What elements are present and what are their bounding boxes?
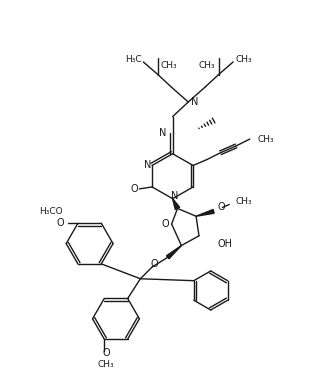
Text: CH₃: CH₃: [235, 197, 252, 206]
Text: OH: OH: [218, 239, 233, 249]
Text: N: N: [159, 128, 167, 138]
Text: H₃C: H₃C: [125, 54, 141, 64]
Text: CH₃: CH₃: [161, 61, 177, 70]
Polygon shape: [172, 199, 180, 209]
Text: N: N: [171, 191, 178, 201]
Text: N: N: [144, 161, 151, 171]
Text: O: O: [150, 259, 158, 269]
Text: CH₃: CH₃: [258, 135, 274, 144]
Text: N: N: [191, 97, 198, 107]
Text: CH₃: CH₃: [235, 54, 252, 64]
Text: O: O: [218, 202, 225, 212]
Text: O: O: [102, 348, 110, 358]
Text: O: O: [131, 184, 138, 194]
Text: O: O: [162, 219, 170, 229]
Text: CH₃: CH₃: [199, 61, 216, 70]
Polygon shape: [196, 209, 214, 216]
Text: H₃CO: H₃CO: [38, 207, 62, 216]
Text: O: O: [57, 218, 64, 228]
Text: CH₃: CH₃: [98, 360, 115, 369]
Polygon shape: [167, 246, 182, 259]
